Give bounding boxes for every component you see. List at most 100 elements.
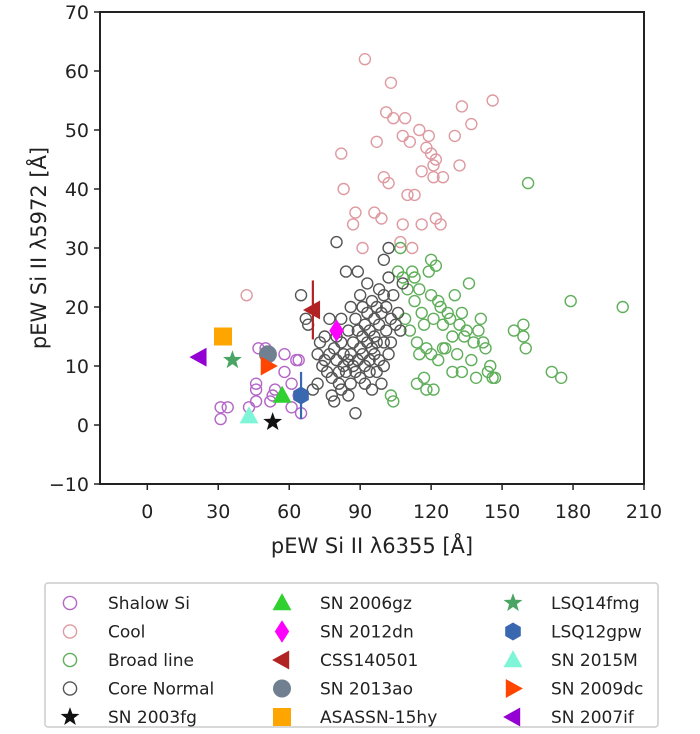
broad-line-point: [479, 342, 492, 355]
cool-point: [370, 135, 383, 149]
legend-label-core-normal: Core Normal: [108, 680, 214, 700]
core-normal-point: [339, 265, 353, 278]
broad-line-point: [519, 342, 532, 355]
cool-point: [429, 153, 443, 166]
core-normal-point: [335, 312, 348, 325]
y-tick-label: 60: [65, 61, 89, 83]
y-tick-label: 30: [65, 238, 89, 260]
highlight-layer: [189, 280, 344, 431]
legend-label-sn-2015m: SN 2015M: [551, 651, 638, 671]
core-normal-point: [382, 271, 395, 284]
core-normal-point: [368, 330, 381, 343]
legend-label-sn-2009dc: SN 2009dc: [551, 680, 643, 700]
legend-marker-broad-line: [62, 652, 78, 668]
core-normal-point: [377, 336, 391, 349]
cool-point: [346, 218, 360, 231]
cool-point: [375, 212, 388, 225]
broad-line-point: [467, 336, 480, 349]
broad-line-point: [455, 365, 469, 379]
core-normal-point: [349, 312, 362, 325]
legend-marker-sn-2006gz: [272, 593, 292, 611]
core-normal-point: [349, 407, 362, 420]
cool-point: [387, 111, 400, 125]
broad-line-point: [616, 300, 629, 314]
shalow-si-point: [249, 377, 263, 390]
legend-label-asassn-15hy: ASASSN-15hy: [320, 708, 437, 728]
broad-line-point: [406, 265, 419, 278]
x-tick-label: 180: [555, 501, 591, 523]
core-normal-point: [335, 336, 348, 349]
shalow-si-point: [221, 401, 234, 414]
broad-line-point: [408, 294, 421, 308]
core-normal-point: [396, 277, 409, 290]
cool-point: [401, 188, 414, 202]
legend-marker-shalow-si: [62, 595, 78, 611]
sn-2003fg-marker: [263, 412, 283, 431]
broad-line-point: [484, 359, 497, 373]
sn-2007if-marker: [189, 347, 207, 367]
core-normal-point: [391, 306, 405, 320]
broad-line-point: [517, 330, 530, 343]
shalow-si-point: [285, 401, 298, 414]
broad-line-point: [462, 277, 476, 290]
legend-label-css140501: CSS140501: [320, 651, 418, 671]
y-tick-label: 70: [65, 2, 89, 24]
broad-line-point: [410, 336, 424, 349]
broad-line-point: [458, 330, 471, 343]
cool-point: [394, 235, 407, 249]
legend-marker-cool: [62, 624, 78, 639]
shalow-si-point: [292, 353, 305, 367]
sn-2009dc-marker: [260, 356, 278, 376]
cool-point: [427, 170, 440, 184]
core-normal-point: [327, 395, 341, 408]
legend-marker-sn-2003fg: [60, 707, 80, 726]
shalow-si-point: [278, 348, 291, 361]
broad-line-point: [564, 294, 577, 308]
core-normal-point: [379, 300, 393, 314]
cool-point: [415, 165, 428, 178]
x-tick-label: 0: [141, 501, 153, 523]
cool-point: [335, 147, 348, 160]
core-normal-point: [332, 377, 346, 390]
legend-marker-sn-2013ao: [273, 679, 291, 698]
broad-line-point: [446, 365, 459, 379]
shalow-si-point: [285, 377, 298, 390]
legend-label-sn-2007if: SN 2007if: [551, 708, 635, 728]
core-normal-point: [325, 389, 338, 402]
legend-marker-sn-2007if: [503, 707, 521, 727]
core-normal-point: [299, 312, 312, 325]
legend: Shalow Si Cool Broad line Core Normal SN 200…: [44, 582, 659, 728]
x-axis-title: pEW Si II λ6355 [Å]: [271, 532, 473, 558]
broad-line-point: [469, 371, 483, 384]
legend-label-lsq14fmg: LSQ14fmg: [551, 594, 640, 614]
broad-line-point: [417, 371, 431, 384]
x-tick-label: 210: [626, 501, 662, 523]
sn-2006gz-marker: [272, 385, 292, 403]
broad-line-point: [432, 353, 445, 367]
broad-line-point: [517, 318, 530, 331]
cool-point: [436, 170, 450, 184]
y-axis-ticks: −10 0 10 20 30 40 50 60 70: [49, 2, 100, 496]
broad-line-point: [427, 383, 440, 396]
x-tick-label: 60: [277, 501, 301, 523]
core-normal-point: [363, 365, 376, 379]
core-normal-point: [384, 336, 398, 349]
broad-line-point: [415, 306, 428, 320]
cool-point: [448, 129, 461, 143]
sn-2012dn-marker: [329, 319, 344, 342]
cool-point: [406, 241, 419, 255]
core-normal-point: [294, 289, 308, 302]
x-tick-label: 90: [348, 501, 372, 523]
cool-point: [403, 135, 417, 149]
x-tick-label: 30: [206, 501, 230, 523]
legend-label-sn-2006gz: SN 2006gz: [320, 594, 412, 614]
legend-label-sn-2012dn: SN 2012dn: [320, 623, 414, 643]
broad-line-point: [472, 324, 485, 337]
cool-point: [422, 129, 435, 143]
broad-line-point: [448, 289, 461, 302]
core-normal-point: [318, 330, 331, 343]
broad-line-point: [387, 395, 400, 408]
cool-point: [349, 206, 362, 219]
legend-marker-lsq14fmg: [503, 593, 523, 612]
